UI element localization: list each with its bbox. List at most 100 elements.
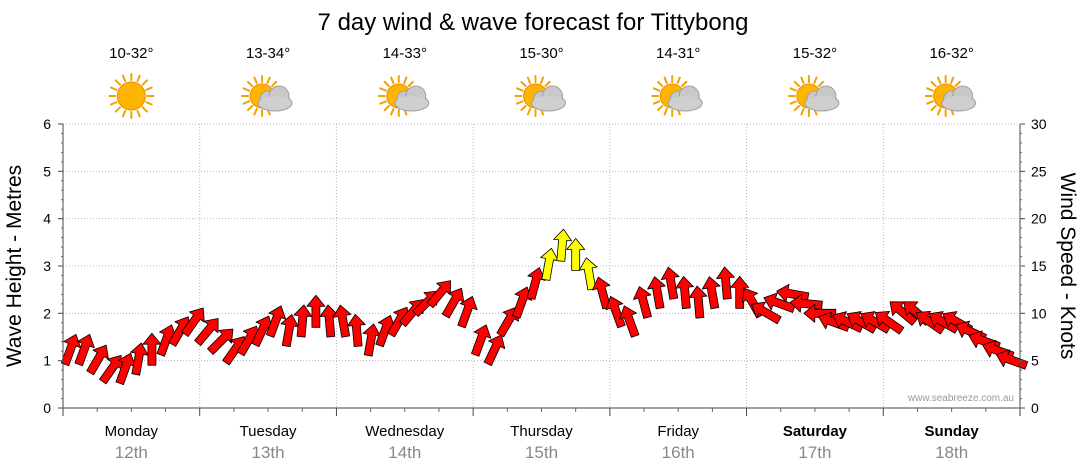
sun-ray (800, 107, 805, 116)
y2-tick-label: 10 (1031, 305, 1047, 321)
chart-title: 7 day wind & wave forecast for Tittybong (318, 9, 749, 36)
wind-arrow (306, 294, 326, 328)
wind-arrow (194, 318, 219, 346)
y-tick-label: 0 (43, 400, 51, 416)
sun-ray (950, 76, 955, 85)
wind-arrow (818, 311, 851, 332)
y2-tick-label: 20 (1031, 211, 1047, 227)
sun-ray (110, 101, 118, 106)
sun-ray (121, 109, 127, 118)
sun-ray (242, 87, 251, 92)
sun-ray (121, 74, 127, 83)
sun-ray (407, 80, 414, 88)
day-name: Saturday (783, 423, 848, 440)
wind-arrow (716, 266, 735, 300)
day-date: 18th (935, 443, 968, 462)
wind-arrow (915, 311, 946, 335)
y-tick-label: 3 (43, 258, 51, 274)
sun-ray (390, 107, 395, 116)
sun-ray (145, 101, 153, 106)
day-temp: 14-33° (383, 45, 427, 62)
wind-arrow (928, 311, 960, 334)
y-tick-label: 2 (43, 305, 51, 321)
sun-ray (520, 80, 527, 88)
axes: 0 1 2 3 4 5 6 0 5 10 15 20 25 30 (43, 116, 1047, 416)
wind-arrow (319, 304, 339, 338)
wind-arrow (130, 342, 149, 376)
wind-arrow (763, 292, 796, 313)
watermark: www.seabreeze.com.au (907, 393, 1014, 404)
sun-ray (657, 104, 664, 112)
sun-ray (145, 86, 153, 91)
sun-ray (253, 76, 258, 85)
day-date: 13th (252, 443, 285, 462)
day-temp: 15-30° (519, 45, 563, 62)
day-name: Monday (105, 423, 159, 440)
sun-ray (242, 100, 251, 105)
day-name: Sunday (925, 423, 980, 440)
sun-ray (403, 76, 408, 85)
y2-tick-label: 5 (1031, 353, 1039, 369)
y-tick-label: 5 (43, 163, 51, 179)
sun-ray (793, 104, 801, 112)
sun-ray (813, 76, 818, 85)
sun-ray (954, 80, 961, 88)
plot-area (60, 228, 1029, 386)
day-date: 16th (662, 443, 695, 462)
y2-tick-label: 15 (1031, 258, 1047, 274)
wind-arrow (483, 334, 506, 366)
sun-ray (930, 104, 937, 112)
y-tick-label: 1 (43, 353, 51, 369)
wind-arrow (265, 305, 287, 338)
day-labels: 10-32° Monday 12th 13-34° Tuesday 13th 14-33° W… (105, 45, 980, 462)
day-name: Friday (657, 423, 699, 440)
y-tick-label: 4 (43, 211, 51, 227)
wind-arrow (846, 311, 878, 334)
sun-ray (676, 76, 681, 85)
cloud-fill (259, 96, 292, 110)
sun-ray (114, 106, 122, 113)
sun-ray (383, 80, 390, 88)
wind-arrow (832, 311, 864, 333)
day-temp: 10-32° (109, 45, 153, 62)
cloud-fill (669, 96, 702, 110)
day-name: Thursday (510, 423, 573, 440)
day-temp: 13-34° (246, 45, 290, 62)
sun-ray (681, 80, 688, 88)
cloud-fill (532, 96, 565, 110)
sun-ray (926, 87, 934, 92)
sun-disc (116, 81, 146, 111)
sun-ray (246, 80, 254, 88)
wind-arrow (701, 276, 721, 310)
wind-arrow (566, 238, 586, 271)
sun-cloud-icon (924, 75, 977, 117)
sun-cloud-icon (787, 75, 840, 117)
sun-ray (383, 104, 390, 112)
y2-tick-label: 0 (1031, 400, 1039, 416)
wind-arrow (647, 276, 666, 310)
wind-arrow (633, 286, 652, 319)
y2-tick-label: 30 (1031, 116, 1047, 132)
cloud-fill (395, 96, 428, 110)
sun-ray (379, 87, 387, 92)
wind-arrow (874, 311, 905, 335)
day-date: 12th (115, 443, 148, 462)
wind-arrow (332, 304, 352, 338)
sun-ray (141, 79, 148, 86)
sun-ray (652, 87, 661, 92)
sun-ray (266, 76, 271, 85)
wind-arrow (619, 305, 640, 338)
sun-ray (652, 100, 661, 105)
cloud-fill (942, 96, 975, 110)
sun-ray (663, 107, 668, 116)
sun-ray (539, 76, 545, 85)
wind-arrow (730, 275, 750, 309)
sun-cloud-icon (241, 75, 293, 117)
sun-ray (136, 74, 141, 83)
wind-arrow (181, 307, 205, 337)
wind-arrow (207, 328, 234, 355)
wind-arrow (660, 266, 680, 300)
wind-arrow (526, 267, 546, 300)
wind-arrow (346, 313, 366, 347)
